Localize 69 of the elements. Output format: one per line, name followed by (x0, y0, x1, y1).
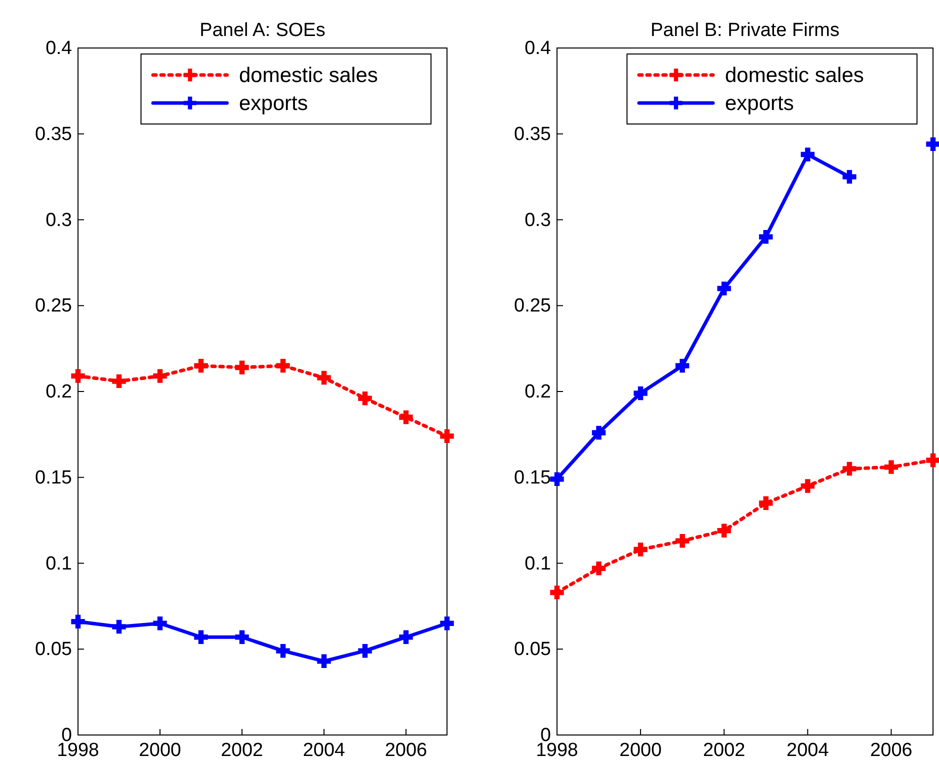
point (675, 534, 690, 548)
point (276, 358, 290, 373)
point (717, 524, 731, 538)
point (276, 644, 290, 658)
x-tick-label: 2000 (138, 740, 182, 762)
legend-label: domestic sales (239, 64, 378, 87)
legend-label: exports (239, 92, 308, 115)
point (675, 358, 690, 373)
y-tick-label: 0.05 (35, 639, 72, 660)
legend-label: exports (725, 92, 794, 115)
chart-title: Panel A: SOEs (200, 20, 326, 41)
y-tick-label: 0.35 (514, 124, 551, 145)
point (399, 410, 413, 424)
point (759, 230, 773, 244)
y-tick-label: 0.25 (514, 296, 551, 317)
point (194, 630, 208, 644)
point (112, 620, 126, 634)
point (634, 386, 648, 400)
point (800, 148, 815, 162)
x-tick-label: 2006 (384, 740, 428, 762)
y-tick-label: 0.1 (46, 553, 72, 574)
y-tick-label: 0.2 (524, 382, 551, 403)
point (759, 496, 773, 510)
x-tick-label: 2000 (619, 740, 662, 762)
point (926, 137, 939, 152)
point (634, 542, 648, 556)
point (235, 630, 249, 644)
x-tick-label: 2002 (702, 740, 746, 762)
point (358, 392, 372, 406)
y-tick-label: 0.15 (35, 467, 72, 488)
point (717, 282, 731, 296)
x-tick-label: 2004 (786, 740, 830, 762)
chart-title: Panel B: Private Firms (650, 20, 840, 41)
y-tick-label: 0.1 (524, 553, 551, 574)
y-tick-label: 0.2 (46, 382, 72, 403)
point (153, 616, 167, 630)
y-tick-label: 0.05 (514, 639, 551, 660)
point (153, 369, 167, 383)
point (71, 614, 85, 629)
point (440, 429, 454, 444)
point (194, 358, 208, 373)
point (317, 654, 331, 668)
x-tick-label: 2004 (302, 740, 346, 762)
point (399, 630, 413, 644)
point (550, 472, 564, 486)
point (440, 616, 454, 630)
y-tick-label: 0.3 (524, 210, 551, 231)
point (235, 360, 249, 374)
y-tick-label: 0.4 (46, 38, 72, 60)
point (800, 479, 815, 493)
point (926, 453, 939, 468)
point (592, 426, 606, 440)
y-tick-label: 0.4 (524, 38, 552, 60)
point (842, 462, 856, 476)
point (317, 370, 331, 385)
point (358, 644, 372, 658)
point (842, 170, 856, 184)
point (884, 460, 898, 474)
legend-label: domestic sales (725, 64, 864, 87)
y-tick-label: 0.15 (514, 467, 551, 488)
x-tick-label: 2006 (870, 740, 912, 762)
y-tick-label: 0.25 (35, 296, 72, 317)
point (112, 374, 126, 388)
y-tick-label: 0.3 (46, 210, 72, 231)
point (592, 562, 606, 576)
point (71, 369, 85, 383)
y-tick-label: 0.35 (35, 124, 72, 145)
x-tick-label: 2002 (220, 740, 264, 762)
point (550, 586, 564, 600)
